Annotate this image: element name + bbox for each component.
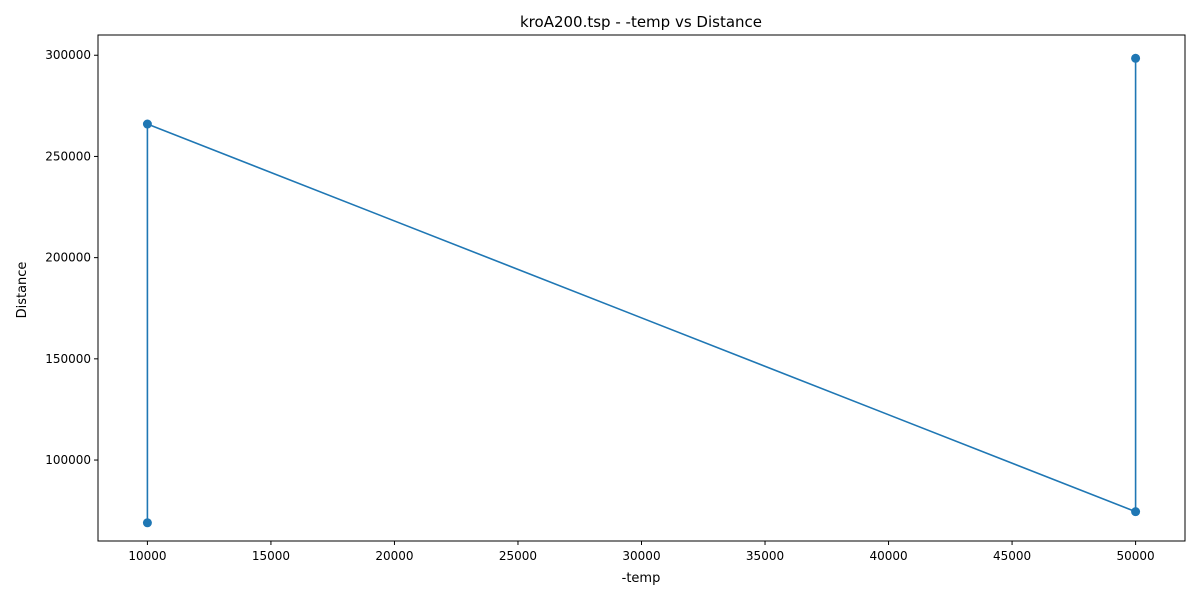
data-point (142, 518, 152, 528)
x-tick-label: 10000 (128, 549, 166, 563)
plot-frame (97, 34, 1186, 542)
y-tick-label: 250000 (45, 149, 91, 163)
x-tick-label: 20000 (375, 549, 413, 563)
x-tick-label: 25000 (499, 549, 537, 563)
data-point (142, 119, 152, 129)
x-axis: 10000 15000 20000 25000 30000 35000 40000 45000… (128, 541, 1155, 563)
y-axis: 100000 150000 200000 250000 300000 (45, 48, 98, 467)
y-tick-label: 150000 (45, 352, 91, 366)
plot-area (142, 53, 1141, 528)
data-point (1131, 507, 1141, 517)
x-tick-label: 40000 (869, 549, 907, 563)
x-tick-label: 15000 (252, 549, 290, 563)
y-tick-label: 100000 (45, 453, 91, 467)
x-tick-label: 30000 (622, 549, 660, 563)
y-tick-label: 200000 (45, 251, 91, 265)
x-tick-label: 45000 (993, 549, 1031, 563)
x-tick-label: 35000 (746, 549, 784, 563)
y-axis-label: Distance (15, 262, 30, 319)
y-tick-label: 300000 (45, 48, 91, 62)
x-tick-label: 50000 (1116, 549, 1154, 563)
chart-title: kroA200.tsp - -temp vs Distance (520, 13, 762, 31)
x-axis-label: -temp (622, 571, 661, 586)
series-line (146, 58, 1137, 523)
data-point (1131, 53, 1141, 63)
